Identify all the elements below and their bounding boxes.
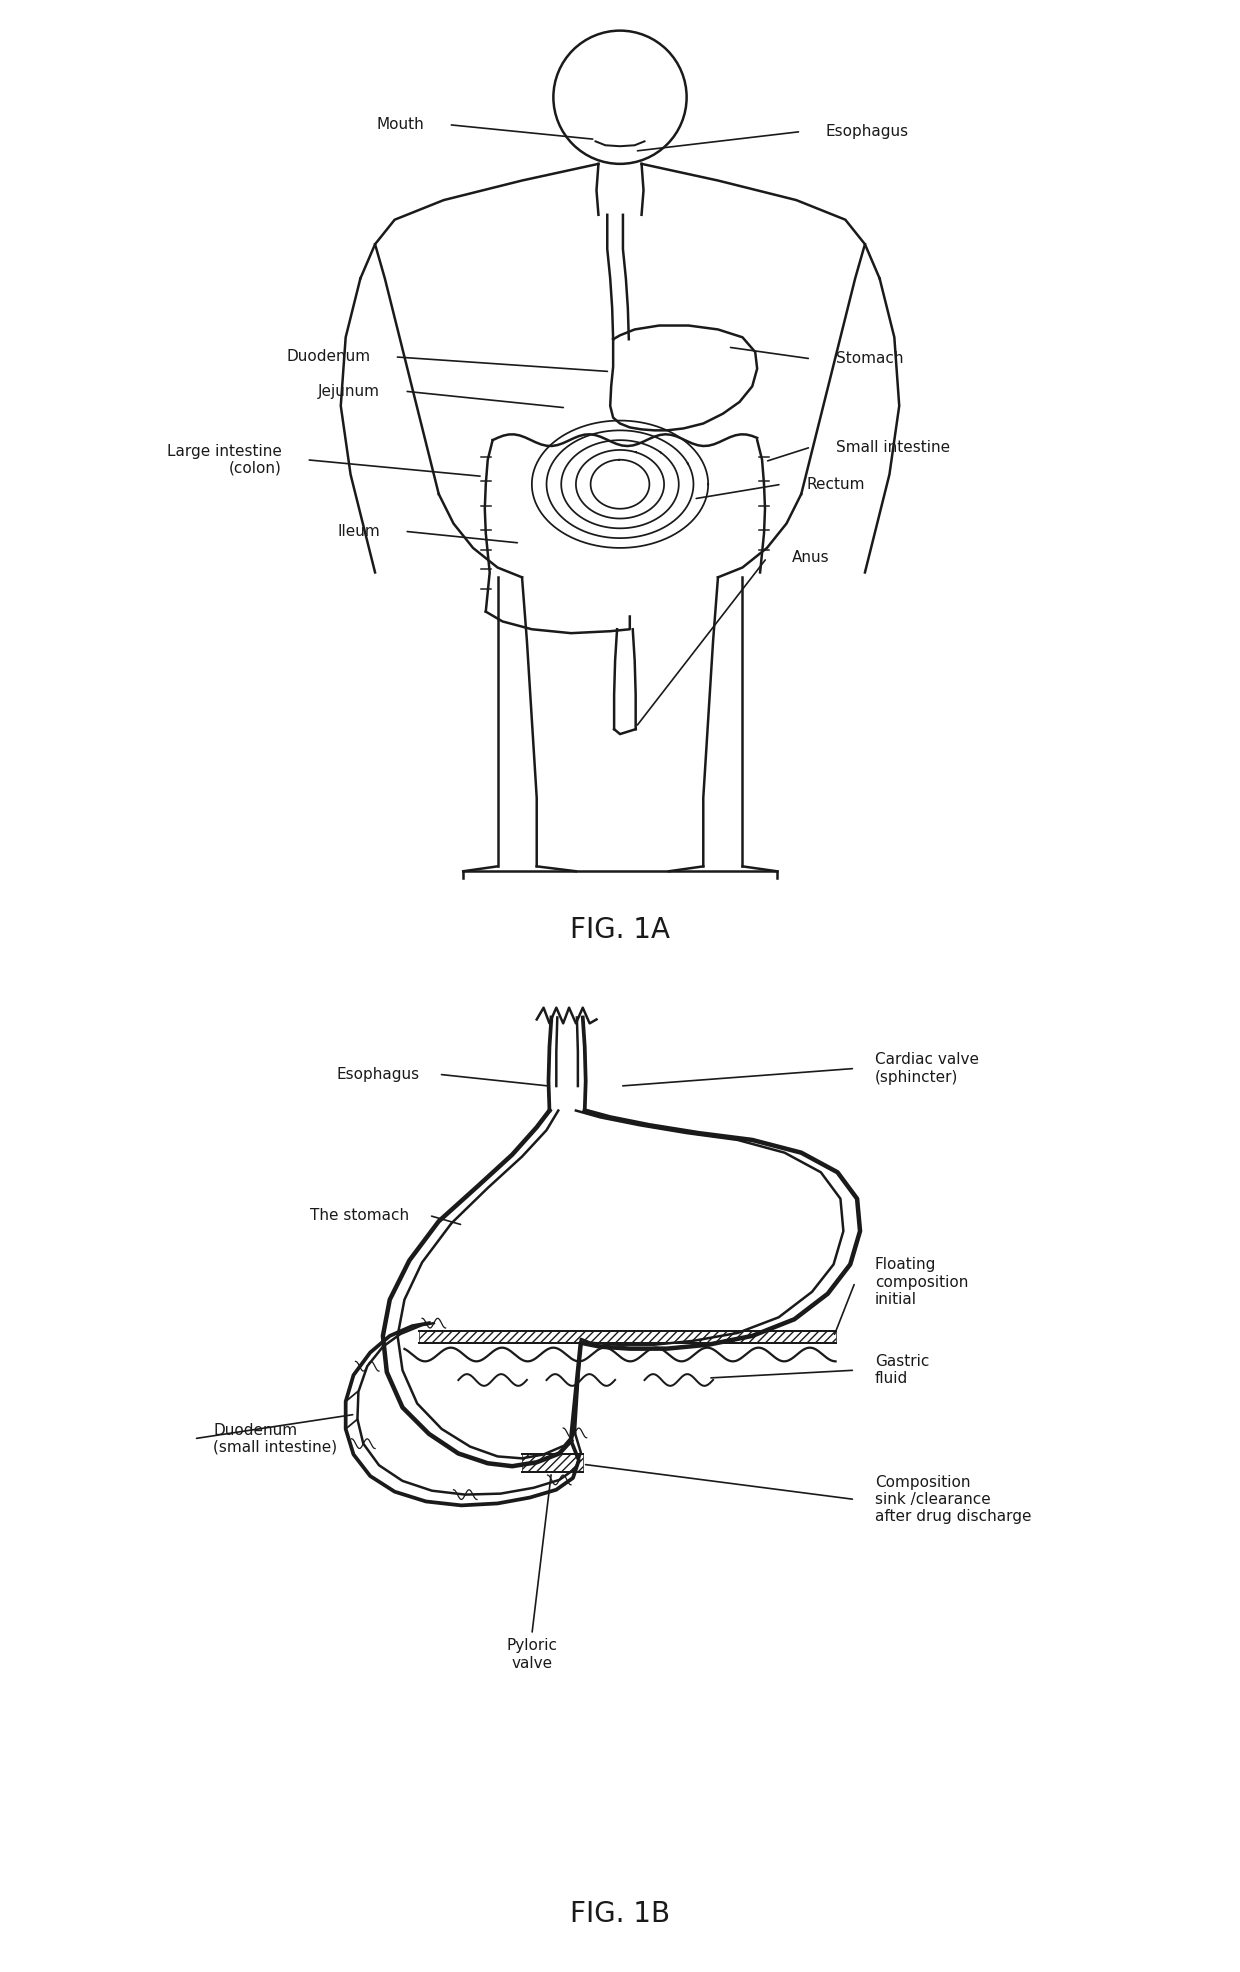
Text: Ileum: Ileum — [337, 525, 379, 538]
Text: Pyloric
valve: Pyloric valve — [506, 1639, 557, 1670]
Text: Large intestine
(colon): Large intestine (colon) — [167, 444, 281, 475]
Text: Jejunum: Jejunum — [317, 385, 379, 398]
Text: Small intestine: Small intestine — [836, 440, 950, 454]
Text: Duodenum
(small intestine): Duodenum (small intestine) — [213, 1422, 337, 1455]
Text: Composition
sink /clearance
after drug discharge: Composition sink /clearance after drug d… — [874, 1475, 1032, 1524]
Text: Cardiac valve
(sphincter): Cardiac valve (sphincter) — [874, 1053, 978, 1085]
Text: Esophagus: Esophagus — [336, 1067, 419, 1083]
Text: Rectum: Rectum — [806, 477, 864, 491]
Text: Stomach: Stomach — [836, 351, 903, 367]
Text: Esophagus: Esophagus — [826, 124, 909, 140]
Bar — [522, 1455, 583, 1471]
Bar — [419, 1331, 836, 1343]
Text: Duodenum: Duodenum — [286, 349, 371, 365]
Text: Anus: Anus — [791, 550, 830, 566]
Text: FIG. 1A: FIG. 1A — [570, 917, 670, 945]
Text: The stomach: The stomach — [310, 1209, 409, 1223]
Text: Gastric
fluid: Gastric fluid — [874, 1355, 929, 1386]
Text: Floating
composition
initial: Floating composition initial — [874, 1256, 968, 1307]
Text: Mouth: Mouth — [376, 116, 424, 132]
Text: FIG. 1B: FIG. 1B — [570, 1899, 670, 1929]
